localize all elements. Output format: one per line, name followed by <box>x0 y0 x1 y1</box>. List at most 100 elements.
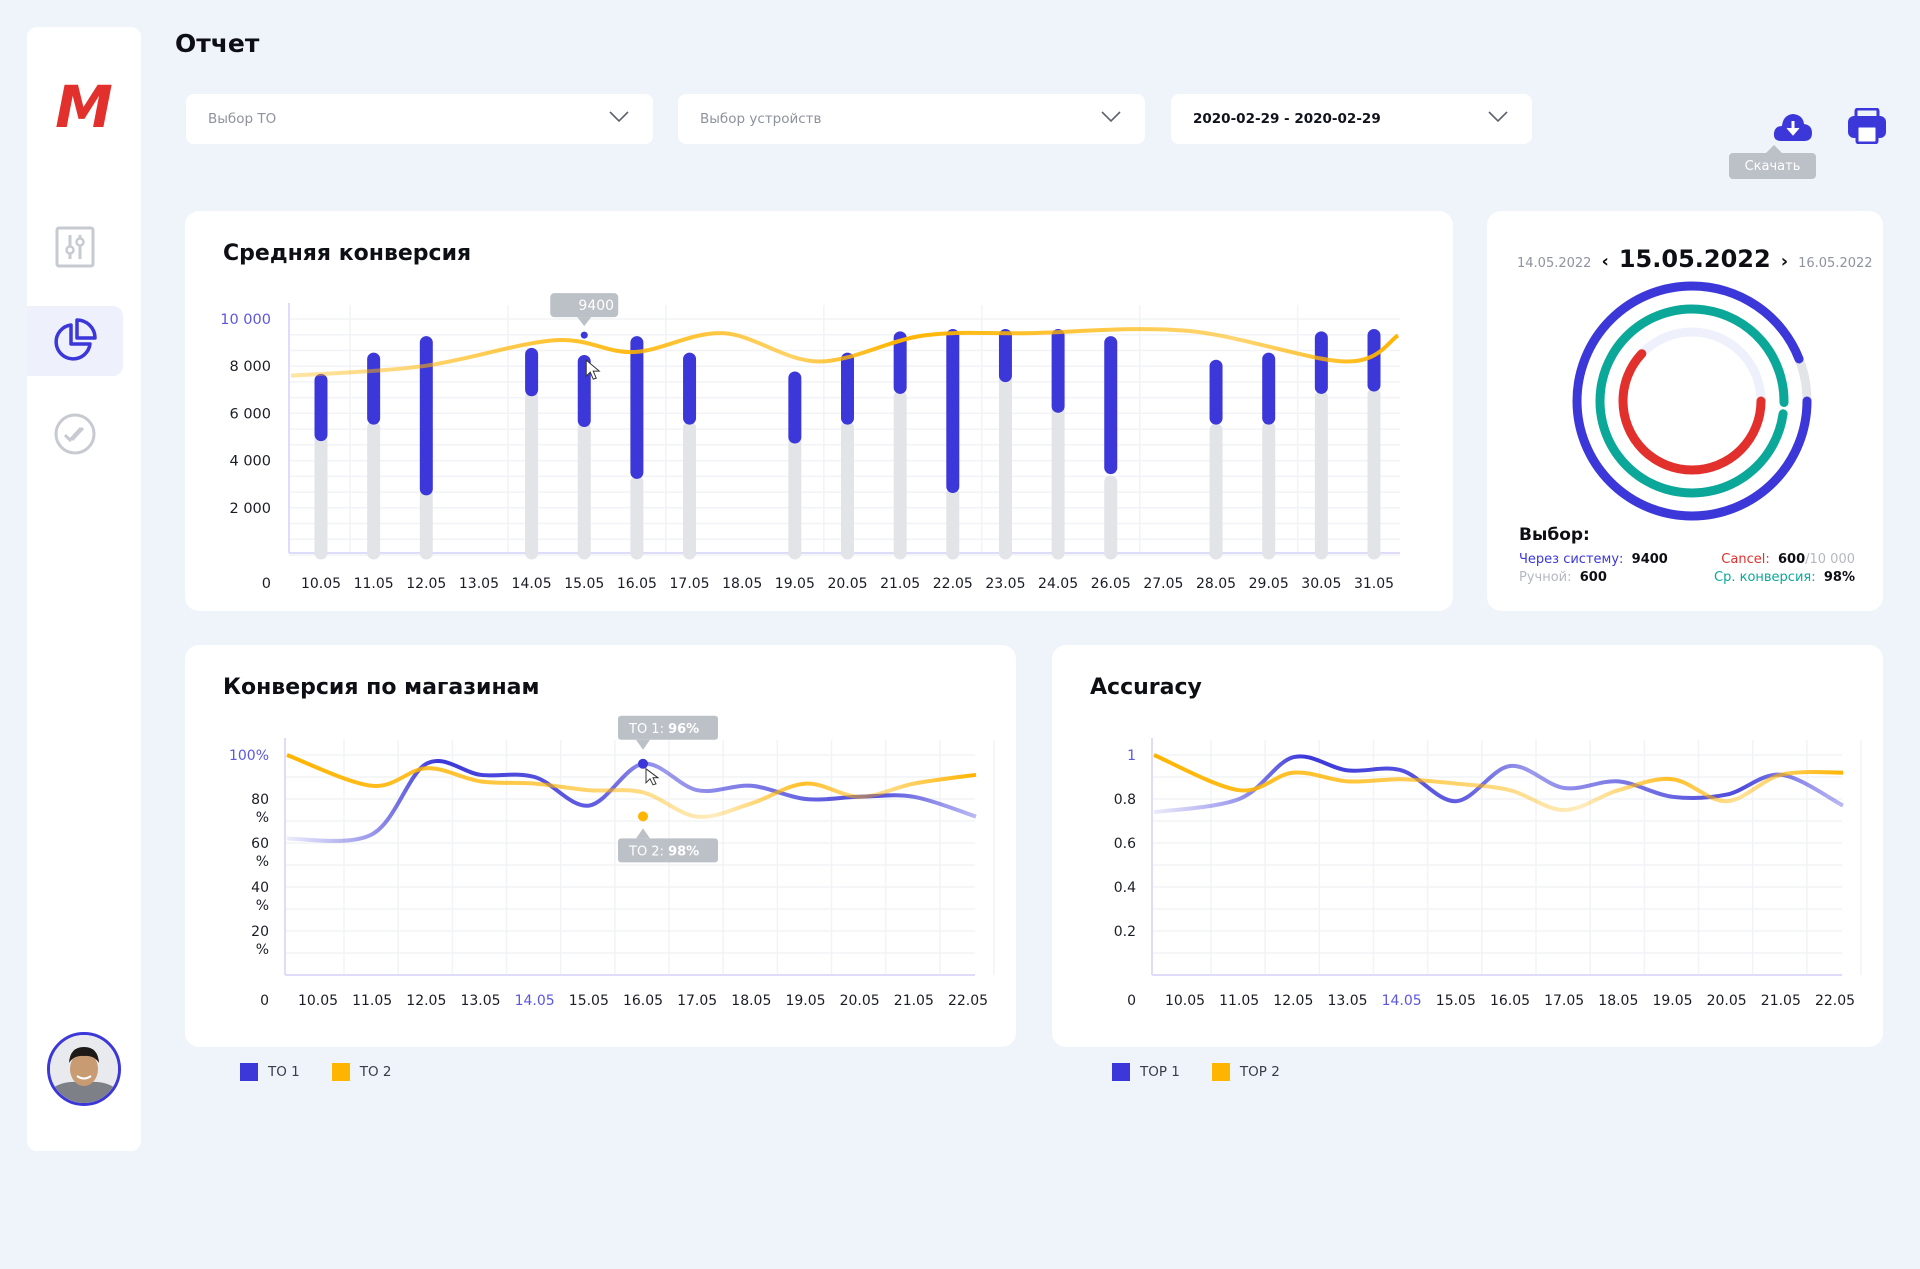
x-tick-label: 15.05 <box>1436 993 1476 1009</box>
x-tick-label: 18.05 <box>722 576 762 592</box>
cloud-download-icon <box>1773 114 1812 141</box>
pie-chart-icon <box>54 318 97 361</box>
x-tick-label: 27.05 <box>1143 576 1183 592</box>
hover-point-to2 <box>638 811 648 822</box>
x-tick-label: 20.05 <box>840 993 880 1009</box>
stats-title: Выбор: <box>1519 525 1590 545</box>
logo[interactable]: M <box>52 77 116 133</box>
series-line-to-1 <box>286 758 977 843</box>
cancel-label: Cancel: <box>1721 552 1770 567</box>
x-tick-label: 15.05 <box>564 576 604 592</box>
x-tick-label: 22.05 <box>933 576 973 592</box>
stores-conversion-card: Конверсия по магазинам 0 20% 40% 60% 80% 100%… <box>185 645 1016 1047</box>
page-title: Отчет <box>175 29 260 58</box>
chevron-down-icon <box>1101 111 1121 123</box>
x-tick-label: 13.05 <box>1327 993 1367 1009</box>
ring-conversion <box>1595 304 1789 498</box>
legend-label: TOP 2 <box>1239 1064 1280 1080</box>
hover-point-to1 <box>638 758 648 769</box>
to-select[interactable]: Выбор ТО <box>186 94 653 144</box>
legend-item-to1[interactable]: TO 1 <box>240 1063 300 1081</box>
download-tooltip: Скачать <box>1729 145 1816 179</box>
x-tick-label: 16.05 <box>1490 993 1530 1009</box>
x-tick-label: 20.05 <box>827 576 867 592</box>
download-button[interactable] <box>1772 106 1814 146</box>
devices-select[interactable]: Выбор устройств <box>678 94 1145 144</box>
x-tick-label: 21.05 <box>880 576 920 592</box>
y-tick-label: 0 <box>260 993 269 1009</box>
x-tick-label: 26.05 <box>1091 576 1131 592</box>
sidebar-item-checks[interactable] <box>27 399 123 469</box>
legend-item-top2[interactable]: TOP 2 <box>1211 1063 1280 1081</box>
x-tick-label: 11.05 <box>1219 993 1259 1009</box>
system-label: Через систему: <box>1519 552 1624 567</box>
accuracy-title: Accuracy <box>1090 675 1202 700</box>
highlight-point <box>580 331 588 339</box>
x-tick-label: 12.05 <box>406 576 446 592</box>
accuracy-chart: 0 0.2 0.4 0.6 0.8 1 10.05 11.05 12.05 13.05 14.05 1… <box>1114 738 1862 1009</box>
ring-cancel <box>1618 327 1766 475</box>
x-tick-label: 18.05 <box>731 993 771 1009</box>
x-tick-label: 14.05 <box>512 576 552 592</box>
avg-conversion-title: Средняя конверсия <box>223 241 472 266</box>
x-tick-label: 16.05 <box>617 576 657 592</box>
prev-date-arrow[interactable]: ‹ <box>1601 251 1609 272</box>
user-avatar-photo <box>50 1035 118 1103</box>
accuracy-card: Accuracy 0 0.2 0.4 0.6 0.8 1 10.05 11.05 12.05 13… <box>1052 645 1883 1047</box>
y-tick-label: 0.8 <box>1114 792 1136 808</box>
y-tick-label: % <box>256 942 269 958</box>
conversion-value: 98% <box>1823 570 1855 585</box>
cancel-value: 600 <box>1777 552 1806 567</box>
stores-conversion-title: Конверсия по магазинам <box>223 675 540 700</box>
legend-item-to2[interactable]: TO 2 <box>331 1063 392 1081</box>
next-date[interactable]: 16.05.2022 <box>1798 256 1873 271</box>
y-tick-label: 1 <box>1127 748 1136 764</box>
y-tick-label: 6 000 <box>229 406 271 422</box>
legend-swatch <box>240 1063 258 1081</box>
tooltip-pointer <box>636 828 650 839</box>
tooltip-pointer <box>636 739 650 750</box>
sidebar: M <box>27 27 141 1151</box>
legend-label: TO 1 <box>268 1064 300 1080</box>
y-tick-label: 0.4 <box>1114 880 1136 896</box>
x-tick-label: 29.05 <box>1249 576 1289 592</box>
avg-conversion-chart: 0 2 000 4 000 6 000 8 000 10 000 10.05 11.05 12.… <box>220 293 1400 592</box>
sidebar-item-reports[interactable] <box>27 306 123 376</box>
series-line-to-2 <box>286 753 977 819</box>
legend-label: TO 2 <box>359 1064 392 1080</box>
cancel-total: /10 000 <box>1805 552 1855 567</box>
legend-item-top1[interactable]: TOP 1 <box>1112 1063 1180 1081</box>
x-tick-label: 13.05 <box>459 576 499 592</box>
tooltip-box <box>618 715 718 740</box>
logo-letter: M <box>55 77 113 133</box>
manual-value: 600 <box>1579 570 1607 585</box>
x-tick-label: 15.05 <box>569 993 609 1009</box>
x-tick-label: 14.05 <box>1382 993 1422 1009</box>
double-check-icon <box>54 413 96 455</box>
y-tick-label: 8 000 <box>229 359 271 375</box>
x-tick-label: 14.05 <box>515 993 555 1009</box>
tooltip-box <box>618 838 718 863</box>
next-date-arrow[interactable]: › <box>1780 251 1789 272</box>
y-tick-label: 40 <box>251 880 269 896</box>
manual-label: Ручной: <box>1519 570 1572 585</box>
print-button[interactable] <box>1846 106 1888 146</box>
x-tick-label: 13.05 <box>460 993 500 1009</box>
sidebar-item-settings[interactable] <box>27 212 123 282</box>
x-tick-label: 24.05 <box>1038 576 1078 592</box>
x-tick-label: 10.05 <box>1165 993 1205 1009</box>
y-tick-label: 80 <box>251 792 269 808</box>
avatar[interactable] <box>47 1032 121 1106</box>
ring-system <box>1572 281 1812 521</box>
chevron-down-icon <box>1488 111 1508 123</box>
y-tick-label: 10 000 <box>220 312 271 328</box>
prev-date[interactable]: 14.05.2022 <box>1517 256 1592 271</box>
legend-swatch <box>331 1063 350 1081</box>
selection-stats: Выбор: Через систему: 9400 Cancel: 600/1… <box>1519 525 1855 587</box>
x-tick-label: 30.05 <box>1301 576 1341 592</box>
x-tick-label: 22.05 <box>1815 993 1855 1009</box>
date-range-select[interactable]: 2020-02-29 - 2020-02-29 <box>1171 94 1532 144</box>
y-tick-label: 0 <box>262 576 271 592</box>
x-tick-label: 28.05 <box>1196 576 1236 592</box>
date-navigator: 14.05.2022 ‹ 15.05.2022 › 16.05.2022 <box>1517 245 1873 273</box>
